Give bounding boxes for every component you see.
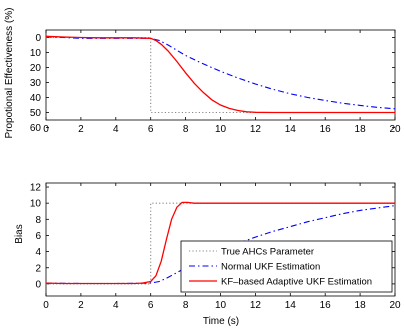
bottom-x-tick-label: 20 [389,300,401,311]
top-x-tick-label: 20 [389,124,401,135]
bottom-y-tick-label: 8 [35,215,41,226]
bottom-y-tick-label: 2 [35,263,41,274]
top-x-tick-label: 6 [148,124,154,135]
top-y-tick-label: 60 [30,123,42,134]
top-chart: 0 2 4 6 8 10 12 14 16 18 20 0 10 20 30 40 50 60 [30,29,401,135]
bottom-x-tick-label: 8 [183,300,189,311]
top-x-tick-label: 18 [355,124,367,135]
top-series-line-2 [45,35,395,114]
top-y-tick-label: 20 [30,63,42,74]
top-x-tick-label: 14 [285,124,297,135]
bottom-x-tick-label: 14 [285,300,297,311]
top-plot-frame [45,29,396,121]
top-x-tick-label: 16 [320,124,332,135]
top-x-tick-label: 2 [78,124,84,135]
top-y-tick-label: 30 [30,78,42,89]
top-y-tick-label: 0 [35,33,41,44]
legend-label-0: True AHCs Parameter [221,247,314,258]
bottom-y-tick-label: 4 [35,247,41,258]
top-y-tick-label: 10 [30,48,42,59]
legend-label-1: Normal UKF Estimation [221,262,320,273]
top-x-tick-label: 0 [43,124,49,135]
bottom-x-tick-label: 2 [78,300,84,311]
top-series-line-1 [45,36,396,110]
bottom-y-tick-label: 0 [35,279,41,290]
top-y-tick-label: 50 [30,108,42,119]
bottom-y-tick-label: 10 [30,199,42,210]
bottom-series-line-2 [45,201,395,285]
top-x-tick-label: 10 [215,124,227,135]
bottom-y-tick-label: 12 [30,183,42,194]
bottom-y-axis-label: Bias [14,224,25,243]
bottom-y-tick-label: 6 [35,231,41,242]
bottom-x-tick-label: 10 [215,300,227,311]
bottom-x-tick-label: 6 [148,300,154,311]
top-x-tick-label: 8 [183,124,189,135]
top-x-tick-label: 12 [250,124,262,135]
bottom-x-tick-label: 16 [320,300,332,311]
legend-label-2: KF–based Adaptive UKF Estimation [221,277,372,288]
bottom-x-tick-label: 0 [43,300,49,311]
bottom-x-tick-label: 18 [355,300,367,311]
top-y-axis-label: Propotional Effectiveness (%) [4,8,15,139]
bottom-x-tick-label: 4 [113,300,119,311]
top-x-tick-label: 4 [113,124,119,135]
top-y-tick-label: 40 [30,93,42,104]
legend: True AHCs Parameter Normal UKF Estimation… [180,240,393,293]
bottom-x-axis-label: Time (s) [203,316,239,327]
bottom-x-tick-label: 12 [250,300,262,311]
